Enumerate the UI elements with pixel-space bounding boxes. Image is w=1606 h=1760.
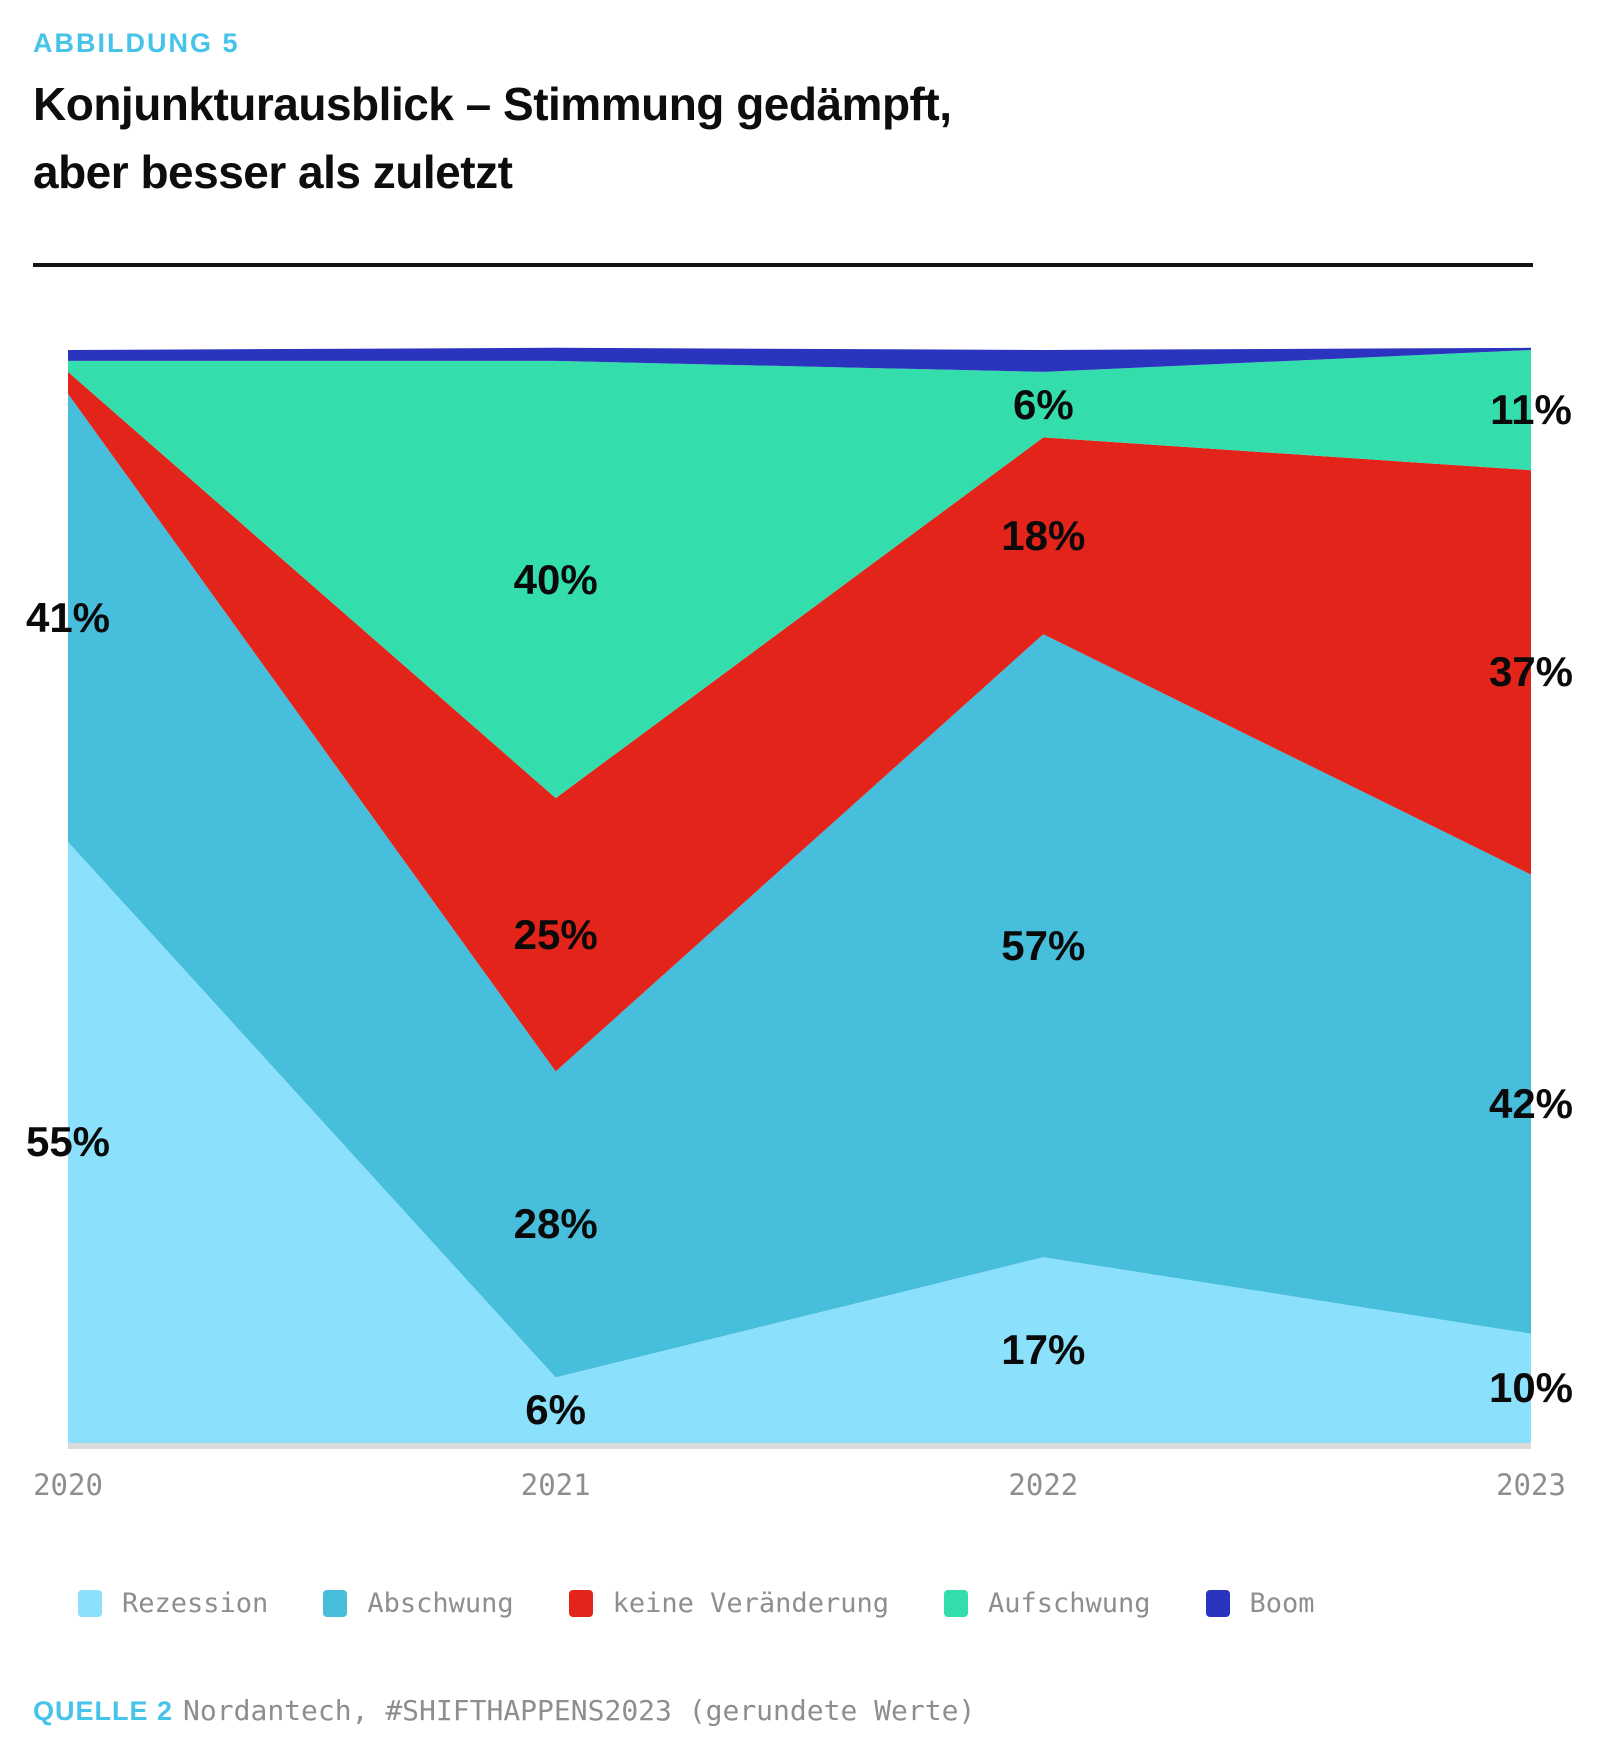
legend-swatch-boom [1205,1590,1230,1617]
legend-label-abschwung: Abschwung [367,1588,514,1619]
figure-title-line1: Konjunkturausblick – Stimmung gedämpft, [33,78,952,130]
legend-swatch-aufschwung [943,1590,968,1617]
value-label-keine-veraenderung-2022: 18% [1001,511,1086,559]
value-label-abschwung-2023: 42% [1488,1080,1574,1128]
value-label-aufschwung-2022: 6% [1012,380,1074,428]
title-divider [33,263,1533,267]
x-axis-label-2021: 2021 [520,1468,591,1502]
value-label-keine-veraenderung-2021: 25% [513,910,598,958]
value-label-rezession-2022: 17% [1001,1326,1086,1374]
x-axis-label-2022: 2022 [1008,1468,1079,1502]
area-boom [68,347,1531,372]
x-axis-label-2023: 2023 [1496,1468,1566,1502]
value-label-aufschwung-2021: 40% [513,555,598,603]
value-label-abschwung-2020: 41% [25,593,111,641]
area-aufschwung [68,350,1531,799]
legend-label-rezession: Rezession [122,1588,269,1619]
value-label-rezession-2021: 6% [525,1386,587,1434]
legend-swatch-rezession [78,1590,102,1617]
legend-item-rezession: Rezession [78,1588,268,1619]
value-label-abschwung-2022: 57% [1001,921,1086,969]
value-label-keine-veraenderung-2023: 37% [1488,648,1574,696]
source-text: Nordantech, #SHIFTHAPPENS2023 (gerundete… [183,1694,976,1727]
area-rezession [68,841,1531,1443]
figure-tag: ABBILDUNG 5 [33,28,240,58]
figure-title-line2: aber besser als zuletzt [33,146,513,198]
legend-label-boom: Boom [1249,1588,1315,1619]
chart-legend: Rezession Abschwung keine Veränderung Aufsc… [78,1588,1315,1619]
legend-item-keine-veraenderung: keine Veränderung [568,1588,889,1619]
value-label-rezession-2020: 55% [25,1118,111,1166]
legend-swatch-keine-veraenderung [568,1590,593,1617]
legend-item-abschwung: Abschwung [323,1588,514,1619]
legend-swatch-abschwung [323,1590,348,1617]
value-label-abschwung-2021: 28% [513,1200,598,1248]
legend-label-keine-veraenderung: keine Veränderung [612,1588,889,1619]
value-label-rezession-2023: 10% [1488,1364,1574,1412]
value-label-aufschwung-2023: 11% [1490,386,1572,434]
chart-baseline-shadow [68,1443,1531,1449]
area-keine-veraenderung [68,371,1531,1072]
source-label: QUELLE 2 [33,1696,174,1726]
legend-item-boom: Boom [1205,1588,1315,1619]
legend-label-aufschwung: Aufschwung [987,1588,1151,1619]
legend-item-aufschwung: Aufschwung [943,1588,1151,1619]
figure-title: Konjunkturausblick – Stimmung gedämpft, a… [33,70,952,206]
source-line: QUELLE 2 Nordantech, #SHIFTHAPPENS2023 (g… [33,1694,975,1727]
x-axis-label-2020: 2020 [33,1468,103,1502]
area-abschwung [68,393,1531,1378]
